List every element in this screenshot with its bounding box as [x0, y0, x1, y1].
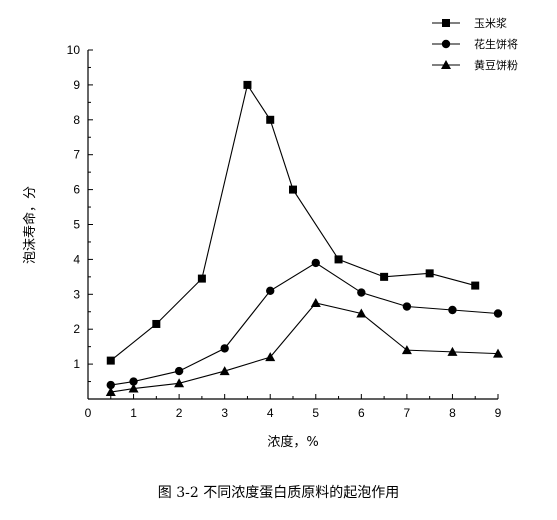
x-tick-label: 6: [358, 406, 365, 420]
series-line: [110, 302, 499, 393]
x-tick-label: 9: [495, 406, 502, 420]
data-point: [310, 298, 321, 308]
data-point: [152, 319, 161, 328]
x-tick-label: 4: [267, 406, 274, 420]
legend-label: 黄豆饼粉: [474, 58, 518, 72]
y-tick-label: 3: [73, 287, 80, 301]
series-triangle: [105, 298, 503, 397]
data-point: [493, 348, 503, 358]
data-point: [356, 308, 367, 318]
data-point: [289, 185, 297, 194]
data-point: [220, 344, 229, 353]
ticks: 0 1 2 3 4 5 6 7 8 9 1 2 3 4 5 6 7 8 9 10: [67, 43, 502, 420]
series-line: [110, 262, 499, 386]
series-square: [106, 80, 480, 365]
legend-item: 花生饼将: [432, 37, 518, 51]
data-point: [129, 377, 138, 386]
x-tick-label: 2: [176, 406, 183, 420]
x-tick-label: 5: [312, 406, 319, 420]
data-point: [425, 269, 434, 278]
data-point: [380, 272, 389, 281]
y-tick-label: 5: [73, 218, 80, 232]
y-tick-label: 1: [73, 357, 80, 371]
x-tick-label: 1: [130, 406, 137, 420]
data-point: [401, 345, 412, 355]
axes: [87, 50, 498, 400]
series-circle: [106, 258, 503, 390]
data-point: [311, 258, 320, 268]
x-axis-label: 浓度，%: [267, 434, 318, 450]
legend-marker: [442, 19, 450, 27]
x-tick-label: 7: [404, 406, 411, 420]
legend-label: 玉米浆: [474, 16, 507, 30]
legend-marker: [441, 60, 451, 69]
data-point: [493, 309, 503, 318]
legend-item: 黄豆饼粉: [432, 58, 518, 72]
y-axis-label: 泡沫寿命，分: [22, 186, 38, 264]
data-point: [266, 286, 275, 296]
data-point: [357, 288, 366, 297]
data-point: [128, 383, 139, 393]
y-tick-label: 2: [73, 322, 80, 336]
x-tick-label: 8: [449, 406, 456, 420]
figure-caption: 图 3-2 不同浓度蛋白质原料的起泡作用: [157, 485, 400, 501]
data-point: [334, 255, 343, 264]
data-point: [197, 274, 206, 283]
data-point: [447, 346, 458, 356]
series: [105, 80, 503, 397]
legend-marker: [441, 39, 451, 49]
data-point: [471, 281, 480, 290]
y-tick-label: 10: [67, 43, 81, 57]
series-line: [110, 83, 476, 362]
data-point: [106, 356, 115, 365]
data-point: [105, 387, 116, 397]
x-tick-label: 0: [85, 406, 92, 420]
data-point: [106, 380, 115, 390]
data-point: [448, 305, 457, 315]
data-point: [174, 366, 184, 376]
y-tick-label: 7: [73, 148, 80, 162]
y-tick-label: 8: [73, 113, 80, 127]
data-point: [265, 352, 276, 362]
y-tick-label: 6: [73, 183, 80, 197]
legend-item: 玉米浆: [432, 16, 507, 30]
data-point: [266, 115, 275, 124]
y-tick-label: 9: [73, 78, 80, 92]
data-point: [243, 80, 252, 89]
data-point: [219, 366, 230, 376]
legend-label: 花生饼将: [474, 37, 518, 51]
data-point: [402, 302, 412, 311]
x-tick-label: 3: [221, 406, 228, 420]
data-point: [174, 378, 185, 388]
y-tick-label: 4: [73, 252, 80, 266]
